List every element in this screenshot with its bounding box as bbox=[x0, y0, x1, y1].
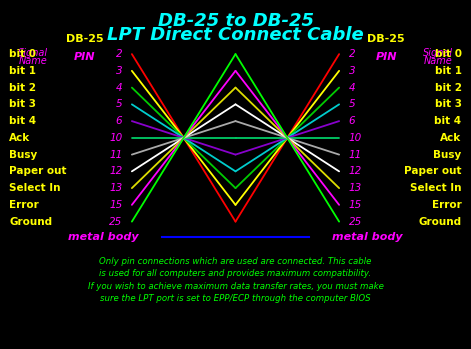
Text: bit 4: bit 4 bbox=[9, 116, 37, 126]
Text: metal body: metal body bbox=[332, 232, 403, 242]
Text: 10: 10 bbox=[109, 133, 122, 143]
Text: bit 0: bit 0 bbox=[435, 49, 462, 59]
Text: DB-25: DB-25 bbox=[367, 34, 405, 44]
Text: LPT Direct Connect Cable: LPT Direct Connect Cable bbox=[107, 26, 364, 44]
Text: 2: 2 bbox=[116, 49, 122, 59]
Text: 13: 13 bbox=[349, 183, 362, 193]
Text: metal body: metal body bbox=[68, 232, 139, 242]
Text: bit 1: bit 1 bbox=[435, 66, 462, 76]
Text: Paper out: Paper out bbox=[404, 166, 462, 176]
Text: 3: 3 bbox=[349, 66, 355, 76]
Text: 12: 12 bbox=[349, 166, 362, 176]
Text: Error: Error bbox=[9, 200, 39, 210]
Text: 25: 25 bbox=[349, 217, 362, 227]
Text: 13: 13 bbox=[109, 183, 122, 193]
Text: Busy: Busy bbox=[433, 150, 462, 159]
Text: Ack: Ack bbox=[9, 133, 31, 143]
Text: 15: 15 bbox=[349, 200, 362, 210]
Text: 2: 2 bbox=[349, 49, 355, 59]
Text: 12: 12 bbox=[109, 166, 122, 176]
Text: PIN: PIN bbox=[375, 52, 397, 62]
Text: PIN: PIN bbox=[74, 52, 96, 62]
Text: Ack: Ack bbox=[440, 133, 462, 143]
Text: Name: Name bbox=[18, 56, 48, 66]
Text: bit 0: bit 0 bbox=[9, 49, 36, 59]
Text: Name: Name bbox=[423, 56, 453, 66]
Text: bit 4: bit 4 bbox=[434, 116, 462, 126]
Text: 11: 11 bbox=[109, 150, 122, 159]
Text: bit 1: bit 1 bbox=[9, 66, 36, 76]
Text: 4: 4 bbox=[349, 83, 355, 92]
Text: Ground: Ground bbox=[9, 217, 53, 227]
Text: bit 3: bit 3 bbox=[435, 99, 462, 109]
Text: bit 2: bit 2 bbox=[435, 83, 462, 92]
Text: Only pin connections which are used are connected. This cable
is used for all co: Only pin connections which are used are … bbox=[88, 257, 383, 303]
Text: 5: 5 bbox=[349, 99, 355, 109]
Text: 10: 10 bbox=[349, 133, 362, 143]
Text: DB-25 to DB-25: DB-25 to DB-25 bbox=[157, 12, 314, 30]
Text: 6: 6 bbox=[349, 116, 355, 126]
Text: 5: 5 bbox=[116, 99, 122, 109]
Text: Paper out: Paper out bbox=[9, 166, 67, 176]
Text: Busy: Busy bbox=[9, 150, 38, 159]
Text: 4: 4 bbox=[116, 83, 122, 92]
Text: Ground: Ground bbox=[418, 217, 462, 227]
Text: DB-25: DB-25 bbox=[66, 34, 104, 44]
Text: 3: 3 bbox=[116, 66, 122, 76]
Text: bit 3: bit 3 bbox=[9, 99, 36, 109]
Text: 25: 25 bbox=[109, 217, 122, 227]
Text: 6: 6 bbox=[116, 116, 122, 126]
Text: Signal: Signal bbox=[423, 48, 453, 58]
Text: Select In: Select In bbox=[9, 183, 61, 193]
Text: bit 2: bit 2 bbox=[9, 83, 36, 92]
Text: Select In: Select In bbox=[410, 183, 462, 193]
Text: Error: Error bbox=[432, 200, 462, 210]
Text: 11: 11 bbox=[349, 150, 362, 159]
Text: Signal: Signal bbox=[18, 48, 48, 58]
Text: 15: 15 bbox=[109, 200, 122, 210]
